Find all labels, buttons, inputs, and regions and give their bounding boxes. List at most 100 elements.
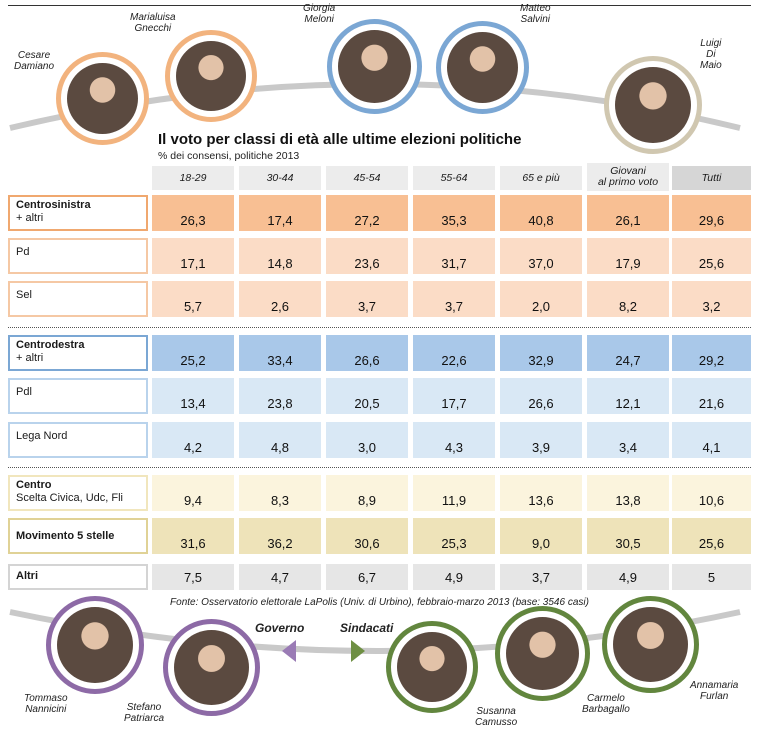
table-cell: 22,6 — [413, 335, 495, 371]
cell-value: 30,5 — [615, 522, 640, 551]
table-cell: 36,2 — [239, 518, 321, 554]
table-cell: 37,0 — [500, 238, 582, 274]
person-name: Tommaso Nannicini — [24, 693, 68, 715]
person-name: Annamaria Furlan — [690, 680, 738, 702]
table-cell: 8,2 — [587, 281, 669, 317]
cell-value: 7,5 — [184, 570, 202, 585]
person-name: Matteo Salvini — [520, 3, 551, 25]
table-cell: 13,8 — [587, 475, 669, 511]
cell-value: 3,0 — [358, 426, 376, 455]
cell-value: 37,0 — [528, 242, 553, 271]
table-cell: 3,7 — [500, 564, 582, 590]
cell-value: 17,1 — [180, 242, 205, 271]
table-cell: 23,8 — [239, 378, 321, 414]
row-label-text: Lega Nord — [16, 430, 67, 443]
person-name-line: Gnecchi — [130, 23, 176, 34]
cell-value: 26,3 — [180, 199, 205, 228]
portrait-icon — [165, 30, 257, 122]
portrait-icon — [327, 19, 422, 114]
column-header: Tutti — [672, 166, 751, 190]
portrait-fill — [174, 630, 249, 705]
chart-subtitle: % dei consensi, politiche 2013 — [158, 150, 299, 162]
cell-value: 25,6 — [699, 242, 724, 271]
table-cell: 4,9 — [413, 564, 495, 590]
table-cell: 25,3 — [413, 518, 495, 554]
cell-value: 32,9 — [528, 339, 553, 368]
table-cell: 4,3 — [413, 422, 495, 458]
cell-value: 31,7 — [441, 242, 466, 271]
cell-value: 22,6 — [441, 339, 466, 368]
cell-value: 3,7 — [532, 570, 550, 585]
portrait-fill — [338, 30, 411, 103]
table-cell: 17,9 — [587, 238, 669, 274]
person-name-line: Patriarca — [124, 713, 164, 724]
table-cell: 25,2 — [152, 335, 234, 371]
row-label-text: Centrodestra — [16, 339, 84, 351]
cell-value: 25,3 — [441, 522, 466, 551]
arrow-right-icon — [351, 640, 365, 662]
cell-value: 26,1 — [615, 199, 640, 228]
cell-value: 33,4 — [267, 339, 292, 368]
table-cell: 3,7 — [326, 281, 408, 317]
table-cell: 8,3 — [239, 475, 321, 511]
column-header: 65 e più — [500, 166, 582, 190]
portrait-fill — [57, 607, 133, 683]
table-cell: 23,6 — [326, 238, 408, 274]
table-cell: 33,4 — [239, 335, 321, 371]
portrait-fill — [506, 617, 579, 690]
portrait-fill — [615, 67, 691, 143]
arrow-left-icon — [282, 640, 296, 662]
table-cell: 2,0 — [500, 281, 582, 317]
person-name-line: Susanna — [475, 706, 517, 717]
cell-value: 29,2 — [699, 339, 724, 368]
portrait-icon — [604, 56, 702, 154]
portrait-fill — [397, 632, 467, 702]
row-label: Lega Nord — [8, 422, 148, 458]
table-cell: 26,6 — [326, 335, 408, 371]
table-cell: 4,2 — [152, 422, 234, 458]
cell-value: 5,7 — [184, 285, 202, 314]
table-cell: 4,9 — [587, 564, 669, 590]
cell-value: 2,0 — [532, 285, 550, 314]
table-cell: 12,1 — [587, 378, 669, 414]
table-cell: 3,4 — [587, 422, 669, 458]
cell-value: 13,4 — [180, 382, 205, 411]
portrait-icon — [386, 621, 478, 713]
person-name-line: Matteo — [520, 3, 551, 14]
table-cell: 26,1 — [587, 195, 669, 231]
cell-value: 13,6 — [528, 479, 553, 508]
cell-value: 9,4 — [184, 479, 202, 508]
cell-value: 31,6 — [180, 522, 205, 551]
table-cell: 6,7 — [326, 564, 408, 590]
table-cell: 2,6 — [239, 281, 321, 317]
portrait-fill — [447, 32, 518, 103]
cell-value: 17,9 — [615, 242, 640, 271]
cell-value: 3,7 — [358, 285, 376, 314]
row-label: Altri — [8, 564, 148, 590]
person-name: Giorgia Meloni — [303, 3, 335, 25]
table-cell: 31,7 — [413, 238, 495, 274]
cell-value: 23,6 — [354, 242, 379, 271]
cell-value: 2,6 — [271, 285, 289, 314]
table-cell: 3,0 — [326, 422, 408, 458]
cell-value: 29,6 — [699, 199, 724, 228]
portrait-icon — [436, 21, 529, 114]
table-cell: 26,6 — [500, 378, 582, 414]
person-name-line: Tommaso — [24, 693, 68, 704]
person-name-line: Furlan — [690, 691, 738, 702]
portrait-icon — [56, 52, 149, 145]
portrait-fill — [176, 41, 246, 111]
cell-value: 21,6 — [699, 382, 724, 411]
table-cell: 30,5 — [587, 518, 669, 554]
table-cell: 21,6 — [672, 378, 751, 414]
person-name-line: Stefano — [124, 702, 164, 713]
table-cell: 26,3 — [152, 195, 234, 231]
chart-title: Il voto per classi di età alle ultime el… — [158, 131, 521, 148]
cell-value: 4,1 — [702, 426, 720, 455]
table-cell: 5 — [672, 564, 751, 590]
table-cell: 10,6 — [672, 475, 751, 511]
row-label-text: Pdl — [16, 386, 32, 399]
person-name: Carmelo Barbagallo — [582, 693, 630, 715]
person-name-line: Salvini — [520, 14, 551, 25]
cell-value: 3,9 — [532, 426, 550, 455]
